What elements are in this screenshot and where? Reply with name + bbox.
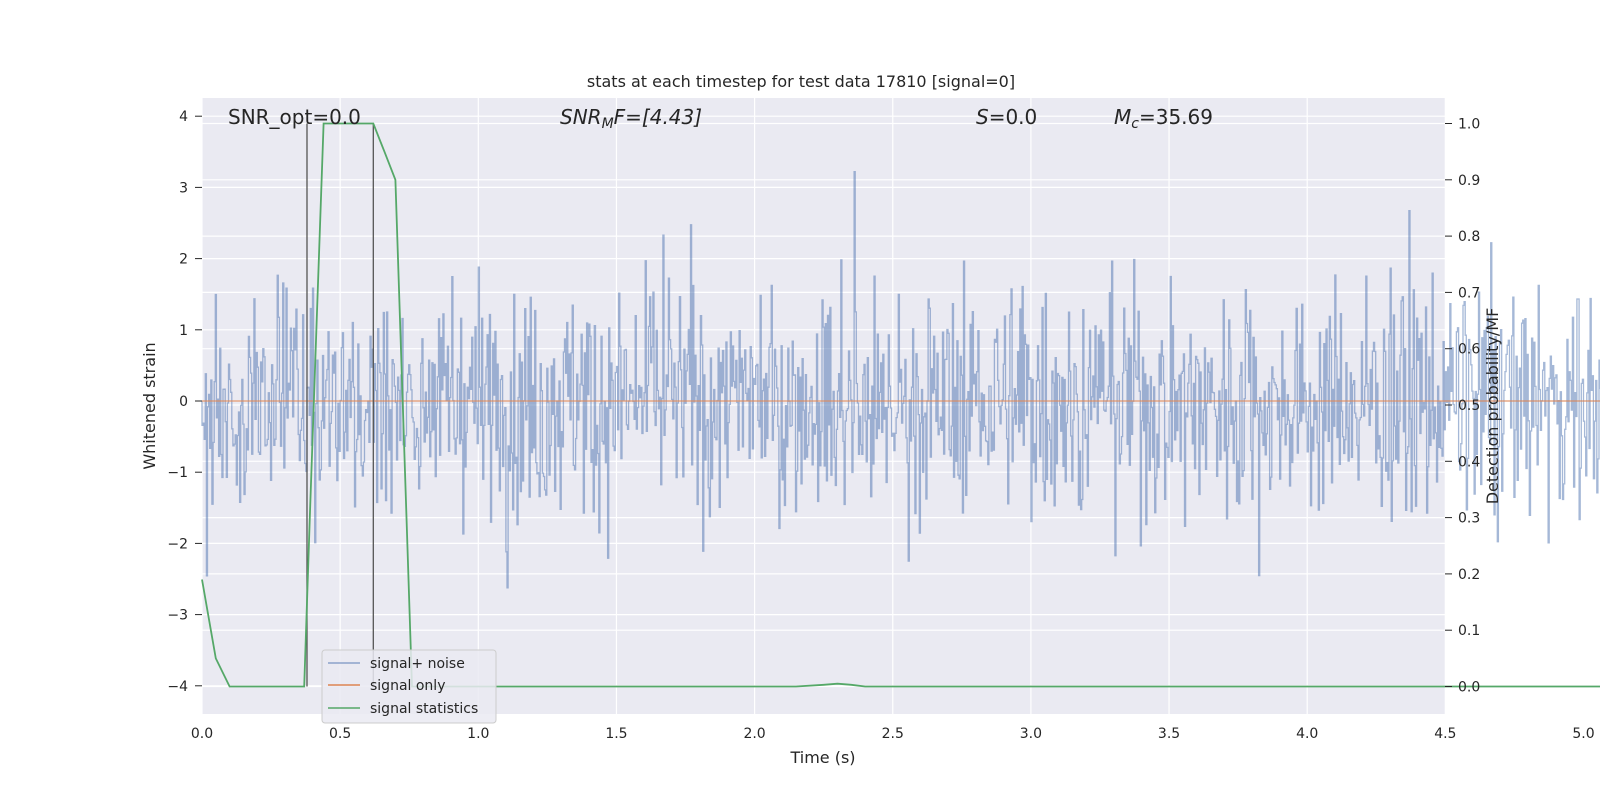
y-axis-left-label: Whitened strain [140,342,159,469]
x-tick-label: 0.5 [329,726,351,742]
y-left-tick-label: −4 [167,679,188,695]
annotation-mc-label: M [1114,105,1131,129]
y-axis-right-ticks: 1.0 0.9 0.8 0.7 0.6 0.5 0.4 0.3 0.2 0.1 0.0 [1445,117,1480,696]
y-right-tick-label: 0.7 [1458,285,1480,301]
legend-label-signal-statistics: signal statistics [370,701,478,717]
annotation-mc: Mc=35.69 [1114,105,1213,132]
y-left-tick-label: −2 [167,536,188,552]
series-signal-noise [201,171,1600,589]
annotation-mc-value: =35.69 [1139,105,1213,129]
y-left-tick-label: 2 [179,252,188,268]
noise-trace [201,171,1600,589]
legend: signal+ noise signal only signal statist… [321,649,497,724]
x-tick-label: 5.0 [1572,726,1594,742]
y-right-tick-label: 0.9 [1458,173,1480,189]
y-axis-right-label: Detection probability/MF [1483,308,1502,505]
annotation-s-label: S [976,105,989,129]
annotation-snr-opt: SNR_opt=0.0 [228,105,361,129]
annotation-snr-mf-sub: M [602,116,614,132]
x-axis-ticks: 0.00.51.01.52.02.53.03.54.04.55.05.56.06… [191,726,1595,742]
chart-title: stats at each timestep for test data 178… [587,72,1015,91]
series-signal-statistics [201,122,1600,688]
x-tick-label: 3.0 [1020,726,1042,742]
y-right-tick-label: 0.5 [1458,398,1480,414]
y-right-tick-label: 0.6 [1458,342,1480,358]
annotation-snr-mf-rest: F=[4.43] [614,105,702,129]
y-left-tick-label: 3 [179,180,188,196]
annotation-snr-mf-base: SNR [560,105,602,129]
x-axis-label: Time (s) [789,748,855,767]
legend-label-signal-noise: signal+ noise [370,656,465,672]
signal-statistics-line [201,122,1600,688]
y-left-tick-label: 1 [179,323,188,339]
y-right-tick-label: 0.1 [1458,623,1480,639]
y-right-tick-label: 0.3 [1458,511,1480,527]
legend-box [321,649,497,724]
x-tick-label: 4.5 [1434,726,1456,742]
y-axis-left-ticks: 4 3 2 1 0 −1 −2 −3 −4 [167,109,202,695]
annotation-mc-sub: c [1131,116,1139,132]
y-left-tick-label: 4 [179,109,188,125]
x-tick-label: 1.5 [605,726,627,742]
y-left-tick-label: 0 [179,394,188,410]
x-tick-label: 1.0 [467,726,489,742]
x-tick-label: 2.0 [743,726,765,742]
y-right-tick-label: 0.2 [1458,567,1480,583]
y-right-tick-label: 0.0 [1458,680,1480,696]
y-right-tick-label: 0.4 [1458,454,1480,470]
y-left-tick-label: −3 [167,608,188,624]
y-right-tick-label: 1.0 [1458,117,1480,133]
y-left-tick-label: −1 [167,465,188,481]
x-tick-label: 2.5 [882,726,904,742]
x-tick-label: 4.0 [1296,726,1318,742]
y-right-tick-label: 0.8 [1458,229,1480,245]
annotation-s-value: =0.0 [989,105,1038,129]
legend-label-signal-only: signal only [370,678,445,694]
x-tick-label: 3.5 [1158,726,1180,742]
annotation-snr-mf: SNRMF=[4.43] [560,105,702,132]
annotation-s: S=0.0 [976,105,1037,129]
x-tick-label: 0.0 [191,726,213,742]
